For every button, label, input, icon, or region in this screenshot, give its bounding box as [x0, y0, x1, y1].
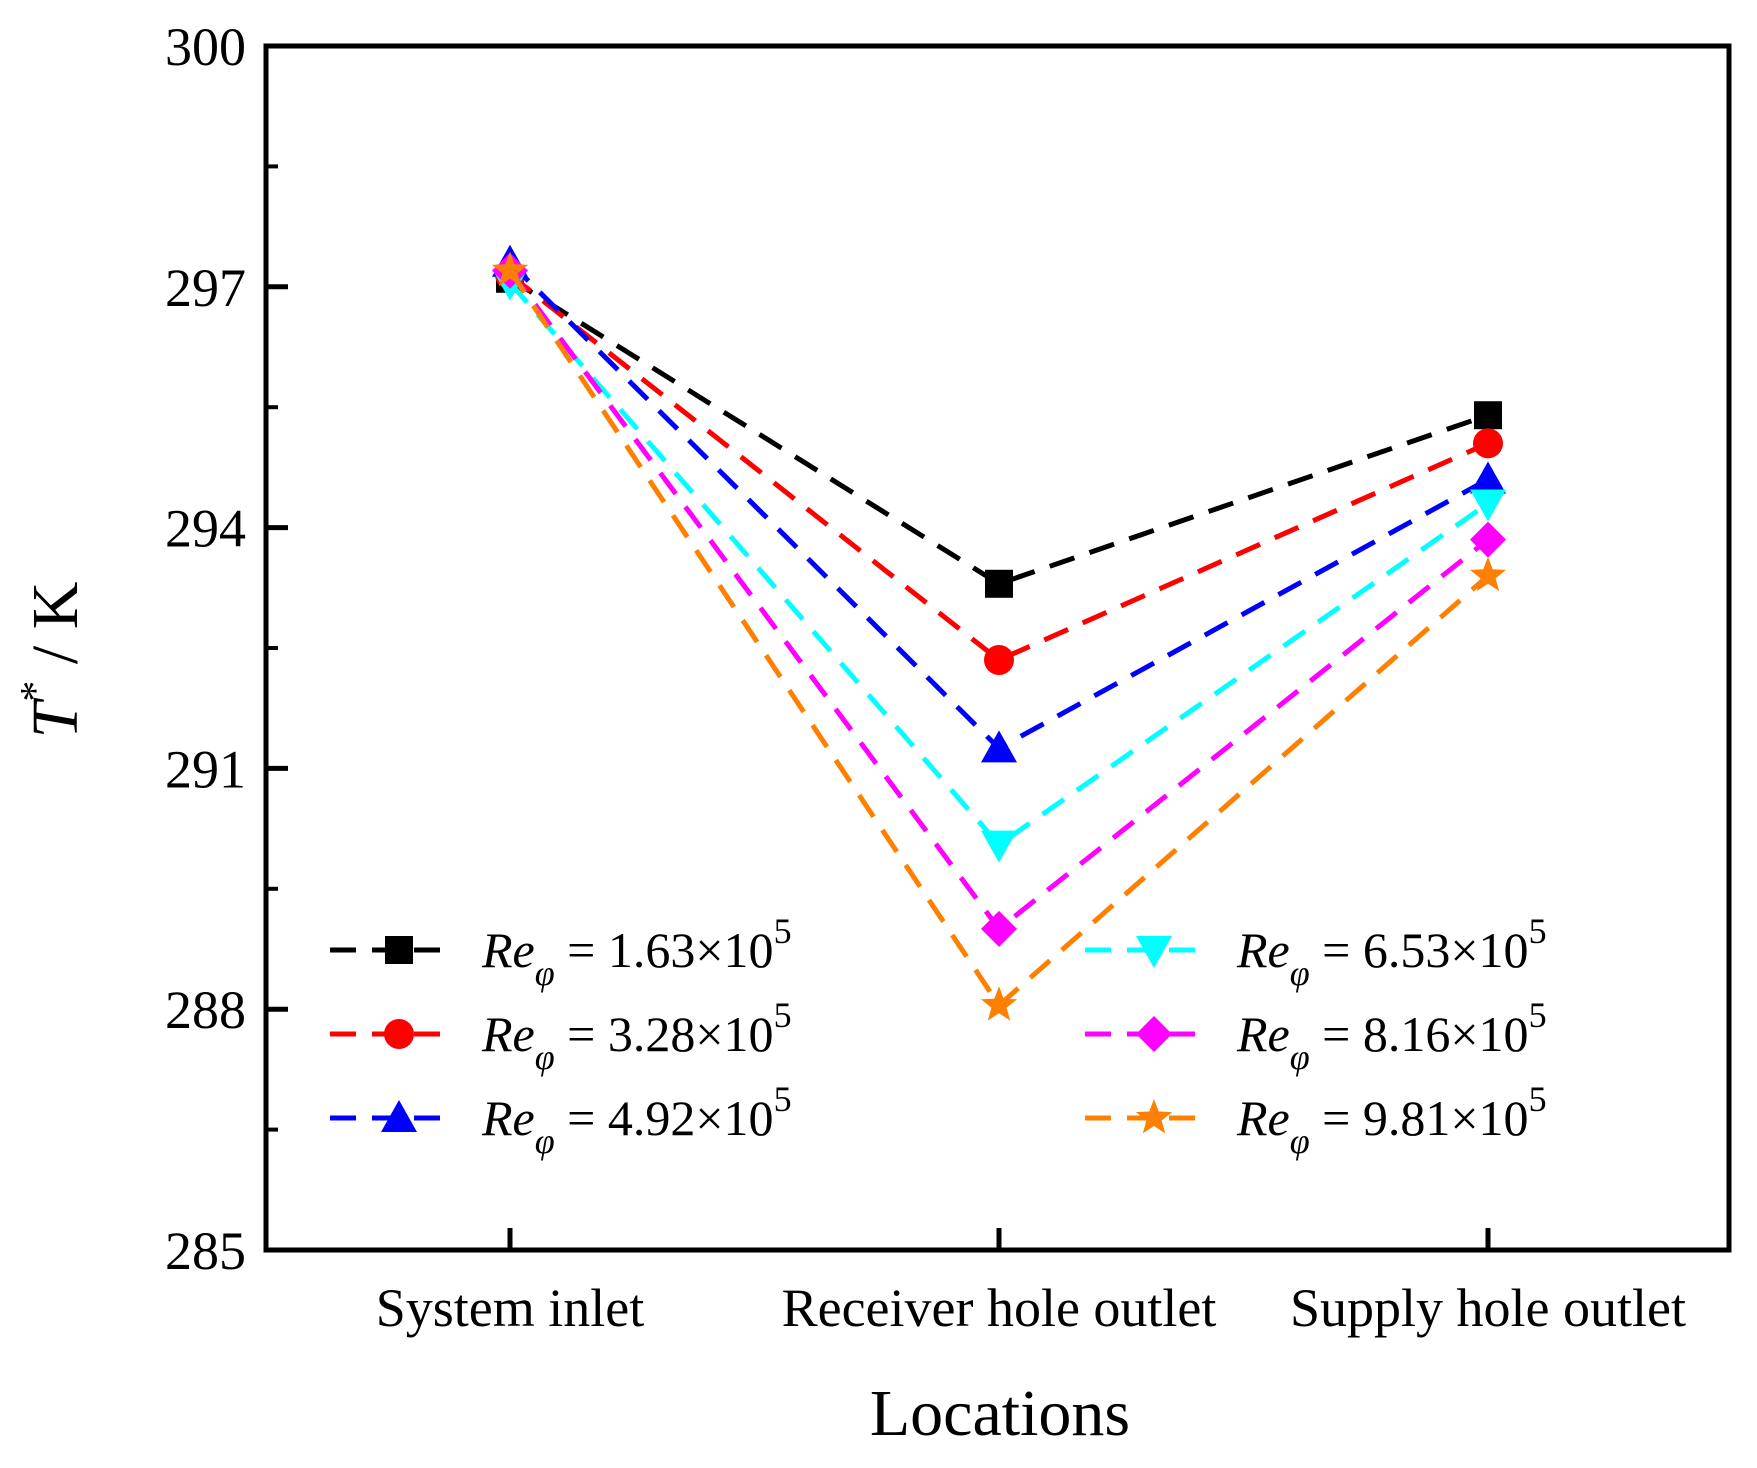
- legend-label-eq: = 1.63×10: [555, 922, 774, 978]
- series-6: [491, 251, 1507, 1021]
- legend-marker: [385, 936, 413, 964]
- y-tick-label: 288: [165, 980, 246, 1040]
- legend-label-sub: φ: [535, 1037, 555, 1077]
- legend-label-main: Re: [1236, 922, 1290, 978]
- legend-item-5: Reφ = 8.16×105: [1085, 995, 1547, 1077]
- series-4: [492, 268, 1506, 863]
- legend-label-sub: φ: [1290, 1121, 1310, 1161]
- legend-label-eq: = 9.81×10: [1310, 1090, 1529, 1146]
- legend-marker: [384, 1019, 414, 1049]
- series-line: [508, 276, 1489, 587]
- legend-item-1: Reφ = 1.63×105: [330, 911, 792, 993]
- series-line: [508, 260, 1490, 752]
- x-tick-label: Receiver hole outlet: [782, 1278, 1217, 1338]
- legend-item-2: Reφ = 3.28×105: [330, 995, 792, 1077]
- legend-label-main: Re: [1236, 1090, 1290, 1146]
- legend-label: Reφ = 9.81×105: [1236, 1079, 1547, 1161]
- y-tick-label: 297: [165, 258, 246, 318]
- legend-label-main: Re: [481, 1006, 535, 1062]
- legend-label-eq: = 6.53×10: [1310, 922, 1529, 978]
- legend-label-exp: 5: [774, 1079, 792, 1119]
- legend-label-exp: 5: [1529, 1079, 1547, 1119]
- legend-label-main: Re: [481, 922, 535, 978]
- legend-item-6: Reφ = 9.81×105: [1085, 1079, 1547, 1161]
- series-line: [507, 269, 1490, 1009]
- x-axis-title: Locations: [870, 1377, 1130, 1450]
- y-tick-label: 294: [165, 499, 246, 559]
- legend-label-eq: = 3.28×10: [555, 1006, 774, 1062]
- legend-label: Reφ = 1.63×105: [481, 911, 792, 993]
- y-axis-unit: / K: [19, 582, 92, 681]
- svg-text:T* / K: T* / K: [13, 582, 92, 739]
- data-point: [981, 830, 1017, 863]
- data-point: [1469, 556, 1507, 592]
- y-tick-label: 285: [165, 1221, 246, 1281]
- x-tick-label: System inlet: [376, 1278, 645, 1338]
- legend-label-exp: 5: [1529, 995, 1547, 1035]
- data-point: [985, 569, 1013, 598]
- legend-label-eq: = 4.92×10: [555, 1090, 774, 1146]
- y-tick-label: 291: [165, 739, 246, 799]
- legend-item-4: Reφ = 6.53×105: [1085, 911, 1547, 993]
- legend-label-exp: 5: [774, 911, 792, 951]
- legend-marker: [1136, 1016, 1172, 1052]
- legend-label-main: Re: [481, 1090, 535, 1146]
- legend-label-sub: φ: [535, 953, 555, 993]
- series-layer: [491, 244, 1507, 1021]
- legend-label: Reφ = 4.92×105: [481, 1079, 792, 1161]
- legend-label-sub: φ: [1290, 953, 1310, 993]
- series-2: [495, 259, 1503, 676]
- data-point: [981, 730, 1017, 763]
- series-line: [508, 281, 1490, 849]
- legend-label-exp: 5: [774, 995, 792, 1035]
- legend-label-main: Re: [1236, 1006, 1290, 1062]
- legend-label: Reφ = 3.28×105: [481, 995, 792, 1077]
- y-tick-labels: 285 288 291 294 297 300: [165, 17, 246, 1281]
- data-point: [984, 645, 1014, 676]
- data-point: [981, 910, 1017, 947]
- legend-marker: [381, 1100, 417, 1132]
- legend-label-eq: = 8.16×10: [1310, 1006, 1529, 1062]
- legend-label-sub: φ: [1290, 1037, 1310, 1077]
- y-tick-label: 300: [165, 17, 246, 77]
- y-axis-symbol: T: [19, 697, 92, 738]
- legend-label: Reφ = 8.16×105: [1236, 995, 1547, 1077]
- legend-label-sub: φ: [535, 1121, 555, 1161]
- x-tick-labels: System inlet Receiver hole outlet Supply h…: [376, 1278, 1686, 1338]
- data-point: [1474, 401, 1502, 430]
- data-point: [1473, 428, 1503, 459]
- data-point: [1470, 521, 1506, 558]
- series-line: [508, 272, 1490, 663]
- legend-label: Reφ = 6.53×105: [1236, 911, 1547, 993]
- data-point: [491, 251, 529, 287]
- axes: [263, 43, 1732, 1253]
- legend-label-exp: 5: [1529, 911, 1547, 951]
- legend-marker: [1136, 936, 1172, 968]
- x-tick-label: Supply hole outlet: [1290, 1278, 1686, 1338]
- series-1: [496, 264, 1502, 598]
- data-point: [980, 986, 1018, 1021]
- legend-item-3: Reφ = 4.92×105: [330, 1079, 792, 1161]
- y-axis-title: T* / K: [13, 582, 92, 739]
- y-axis-superscript: *: [13, 681, 59, 702]
- legend-marker: [1135, 1099, 1173, 1134]
- data-point: [1470, 461, 1506, 494]
- data-point: [1470, 489, 1506, 522]
